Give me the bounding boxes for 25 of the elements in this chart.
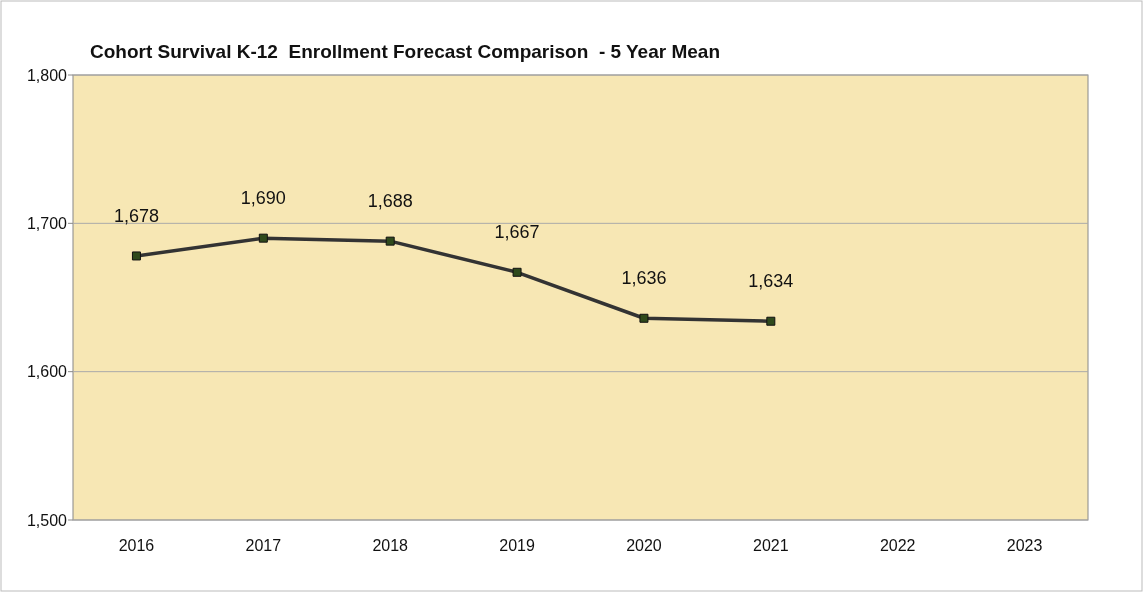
- point: [258, 233, 268, 243]
- data-label: 1,636: [621, 268, 667, 289]
- point: [766, 316, 776, 326]
- y-tick-label: 1,600: [26, 363, 68, 381]
- x-tick-label: 2019: [499, 537, 535, 554]
- y-tick-label: 1,500: [26, 511, 68, 529]
- x-tick-label: 2016: [118, 537, 155, 554]
- data-label: 1,634: [748, 271, 794, 292]
- data-label: 1,667: [494, 222, 540, 243]
- x-tick-label: 2017: [245, 537, 282, 554]
- data-label: 1,690: [240, 188, 286, 209]
- chart-title: Cohort Survival K-12 Enrollment Forecast Comparison - 5 Year Mean: [90, 41, 720, 62]
- x-tick-label: 2022: [879, 537, 916, 554]
- x-tick-label: 2021: [753, 537, 789, 554]
- point: [512, 267, 522, 277]
- point: [639, 313, 649, 323]
- point: [385, 236, 395, 246]
- x-tick-label: 2023: [1006, 537, 1043, 554]
- y-tick-label: 1,800: [26, 66, 68, 84]
- x-tick-label: 2018: [372, 537, 409, 554]
- data-label: 1,678: [113, 205, 159, 226]
- y-tick-label: 1,700: [26, 214, 68, 232]
- point: [131, 251, 141, 261]
- data-label: 1,688: [367, 191, 413, 212]
- x-tick-label: 2020: [626, 537, 662, 554]
